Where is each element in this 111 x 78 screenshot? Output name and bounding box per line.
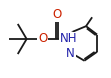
Text: O: O xyxy=(38,33,47,45)
Text: N: N xyxy=(66,47,75,60)
Text: O: O xyxy=(52,8,62,21)
Text: NH: NH xyxy=(59,33,77,45)
